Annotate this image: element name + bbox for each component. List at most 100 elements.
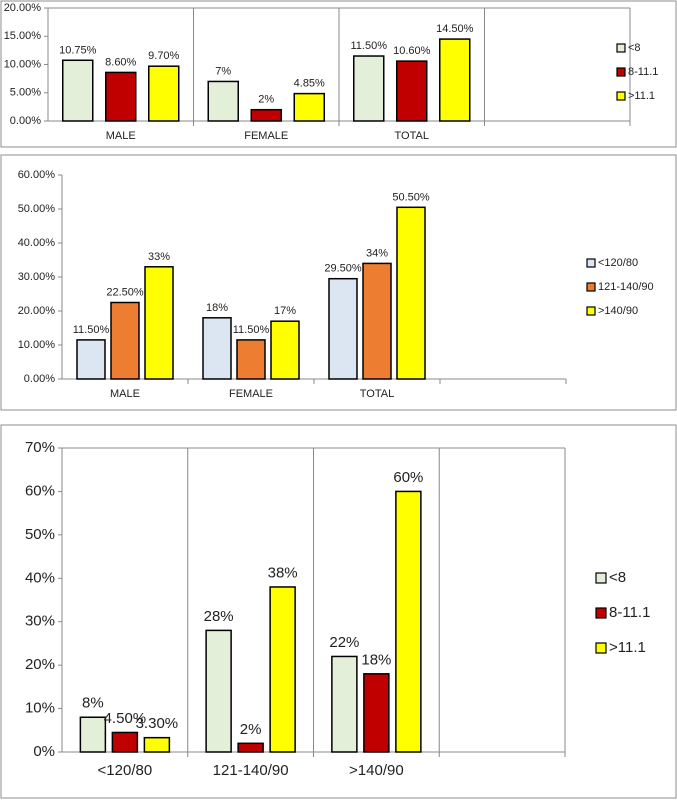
value-label: 50.50%	[392, 191, 430, 203]
bar	[148, 65, 180, 122]
y-tick-label: 0.00%	[24, 373, 55, 385]
legend-swatch	[595, 607, 607, 619]
y-tick-label: 60%	[25, 482, 55, 499]
value-label: 7%	[215, 65, 231, 77]
legend-swatch	[595, 572, 607, 584]
y-tick-label: 30%	[25, 613, 55, 630]
y-tick-label: 50.00%	[18, 203, 56, 215]
legend-label: <120/80	[598, 257, 638, 269]
x-tick-label: FEMALE	[244, 130, 288, 142]
value-label: 9.70%	[148, 50, 179, 62]
y-tick-label: 20.00%	[18, 305, 56, 317]
bar	[439, 38, 471, 122]
bar	[111, 731, 139, 753]
bar	[362, 262, 392, 380]
legend-swatch	[586, 258, 596, 268]
value-label: 22%	[329, 634, 359, 651]
bar	[269, 586, 296, 753]
value-label: 11.50%	[351, 40, 388, 52]
bar	[293, 92, 325, 122]
x-tick-label: TOTAL	[395, 130, 429, 142]
value-label: 60%	[393, 469, 423, 486]
value-label: 29.50%	[324, 263, 362, 275]
bar	[236, 339, 266, 380]
legend-swatch	[586, 306, 596, 316]
value-label: 34%	[366, 247, 388, 259]
x-tick-label: MALE	[106, 130, 136, 142]
bar	[270, 320, 300, 380]
value-label: 4.85%	[294, 78, 325, 90]
value-label: 10.75%	[59, 44, 97, 56]
legend-label: 8-11.1	[609, 604, 650, 621]
y-tick-label: 40%	[25, 569, 55, 586]
value-label: 14.50%	[436, 23, 474, 35]
value-label: 8%	[82, 695, 104, 712]
value-label: 11.50%	[233, 324, 270, 336]
y-tick-label: 40.00%	[18, 237, 56, 249]
value-label: 4.50%	[104, 710, 147, 727]
bar	[79, 716, 107, 753]
legend-label: <8	[628, 42, 641, 54]
y-tick-label: 10.00%	[4, 58, 42, 70]
x-tick-label: >140/90	[349, 762, 404, 779]
legend-swatch	[586, 282, 596, 292]
x-tick-label: TOTAL	[360, 388, 394, 400]
legend-label: >11.1	[628, 90, 655, 102]
legend-swatch	[616, 43, 626, 53]
chart: 0.00% 5.00% 10.00% 15.00% 20.00% MALE 10.75% 8.…	[0, 0, 677, 148]
legend-label: 121-140/90	[598, 281, 654, 293]
y-tick-label: 20.00%	[4, 2, 42, 14]
bar	[328, 277, 358, 380]
legend-swatch	[595, 642, 607, 654]
bar	[331, 655, 358, 753]
bar	[110, 301, 140, 380]
bar	[144, 266, 174, 380]
bar	[237, 742, 264, 753]
chart: 0.00% 10.00% 20.00% 30.00% 40.00% 50.00% 60.00…	[0, 154, 677, 411]
value-label: 10.60%	[393, 45, 431, 57]
y-tick-label: 50%	[25, 526, 55, 543]
bar	[62, 59, 94, 122]
x-tick-label: 121-140/90	[213, 762, 289, 779]
bar	[396, 206, 426, 380]
x-tick-label: <120/80	[98, 762, 153, 779]
value-label: 11.50%	[73, 324, 110, 336]
value-label: 2%	[258, 94, 274, 106]
x-tick-label: FEMALE	[229, 388, 273, 400]
bar	[353, 55, 385, 122]
value-label: 33%	[148, 251, 170, 263]
y-tick-label: 5.00%	[10, 87, 41, 99]
y-tick-label: 0.00%	[10, 115, 41, 127]
legend-swatch	[616, 91, 626, 101]
bar	[143, 736, 171, 753]
value-label: 28%	[204, 608, 234, 625]
value-label: 3.30%	[136, 715, 179, 732]
y-tick-label: 10.00%	[18, 339, 56, 351]
legend-label: <8	[609, 569, 626, 586]
bar	[205, 629, 232, 753]
value-label: 22.50%	[106, 287, 144, 299]
x-tick-label: MALE	[110, 388, 140, 400]
legend-label: 8-11.1	[628, 66, 658, 78]
bar	[396, 60, 428, 122]
value-label: 18%	[206, 302, 228, 314]
value-label: 17%	[274, 305, 296, 317]
bar	[395, 490, 422, 753]
bar	[105, 71, 137, 122]
y-tick-label: 10%	[25, 700, 55, 717]
value-label: 8.60%	[105, 56, 136, 68]
bar	[250, 108, 282, 122]
bar	[202, 317, 232, 380]
y-tick-label: 0%	[33, 743, 55, 760]
chart: 0% 10% 20% 30% 40% 50% 60% 70% <120/80 8%4.50%3.3…	[0, 424, 677, 799]
bar	[207, 80, 239, 122]
legend-label: >11.1	[609, 639, 646, 656]
y-tick-label: 20%	[25, 656, 55, 673]
y-tick-label: 30.00%	[18, 271, 56, 283]
value-label: 18%	[361, 651, 391, 668]
y-tick-label: 60.00%	[18, 169, 56, 181]
bar	[76, 339, 106, 380]
value-label: 38%	[268, 564, 298, 581]
